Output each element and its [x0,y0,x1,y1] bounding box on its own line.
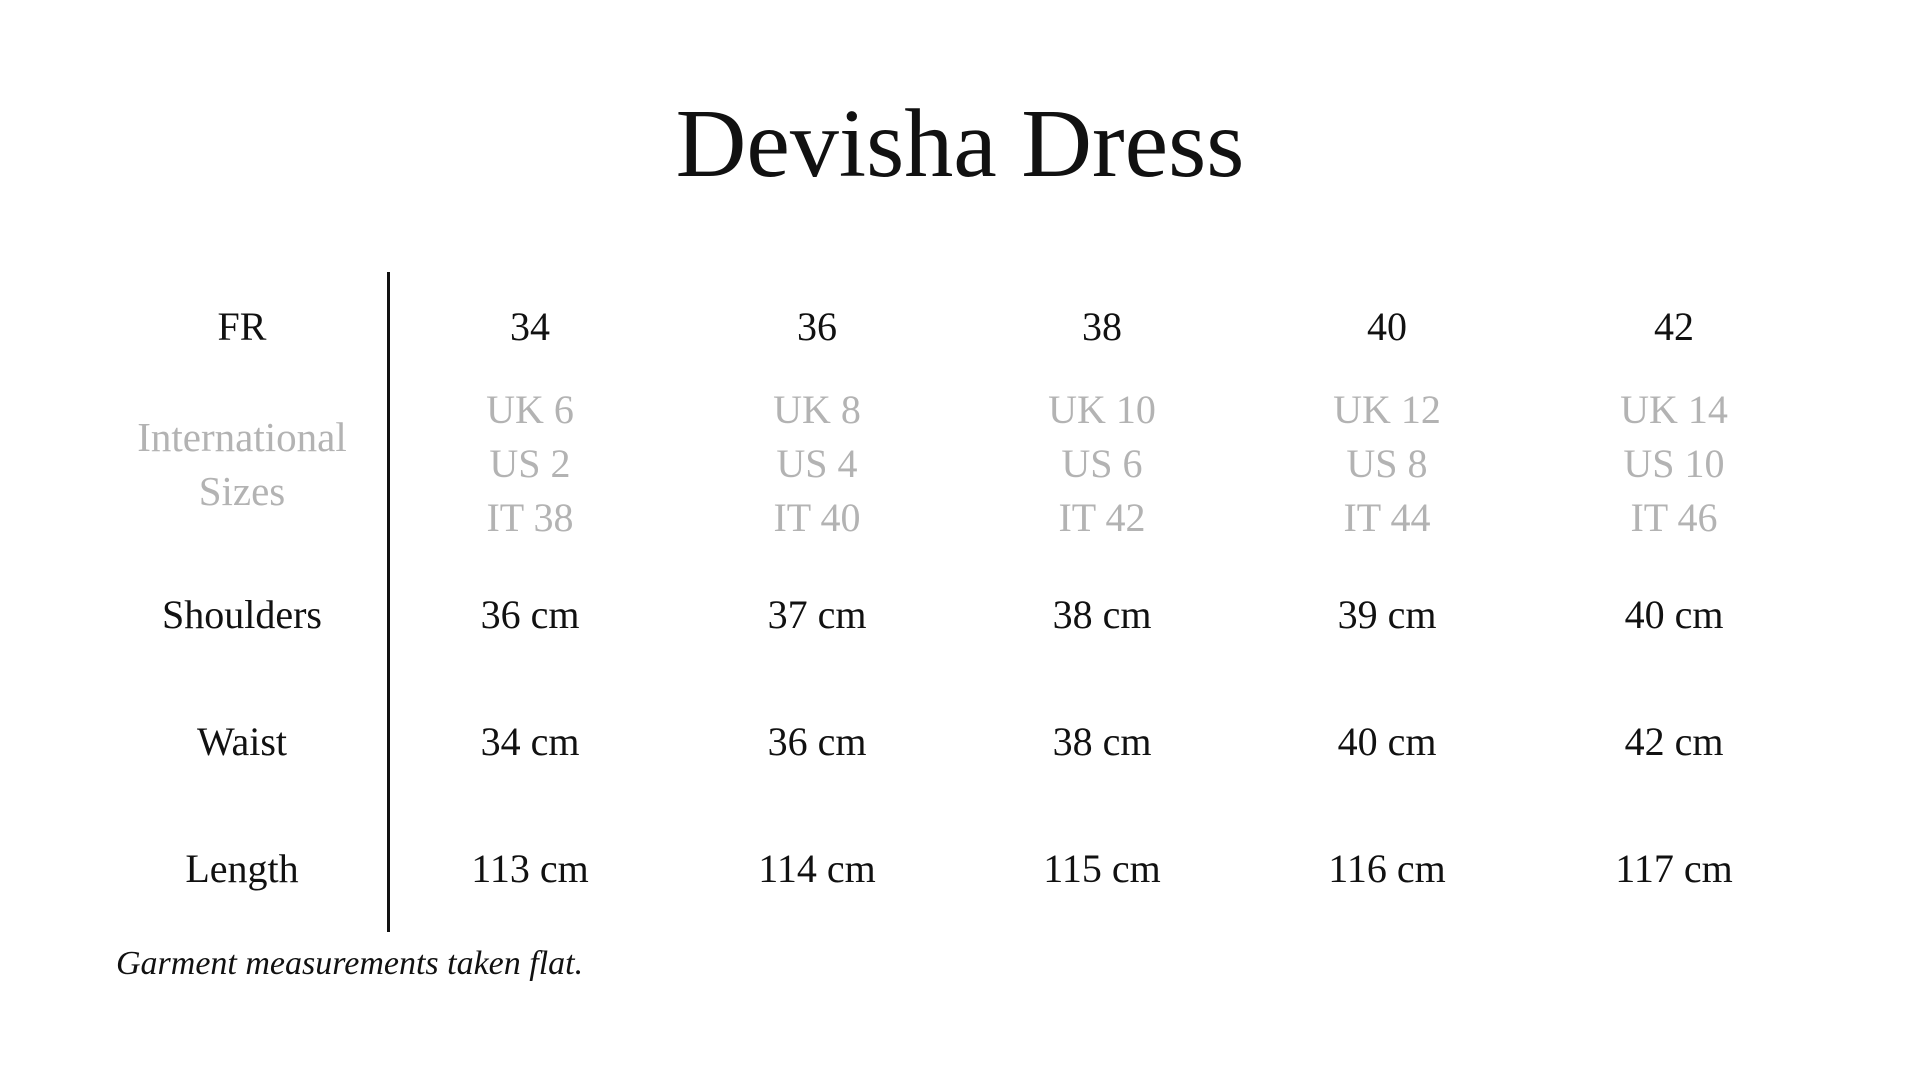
size-cell-us: US 6 [1061,441,1143,486]
size-cell-shoulders: 37 cm [767,592,867,637]
size-cell-waist: 40 cm [1337,719,1437,764]
size-cell-length: 115 cm [1043,846,1161,891]
page-title: Devisha Dress [675,90,1245,198]
size-cell-length: 114 cm [758,846,876,891]
size-cell-waist: 42 cm [1624,719,1724,764]
size-cell-uk: UK 6 [486,387,574,432]
size-cell-waist: 38 cm [1052,719,1152,764]
size-cell-it: IT 38 [486,495,574,540]
size-cell-it: IT 46 [1630,495,1718,540]
size-cell-uk: UK 8 [773,387,861,432]
size-cell-us: US 2 [489,441,571,486]
row-label-shoulders: Shoulders [162,592,322,637]
size-cell-length: 117 cm [1615,846,1733,891]
row-label-international: International Sizes [137,414,347,514]
size-cell-uk: UK 12 [1333,387,1441,432]
size-cell-length: 116 cm [1328,846,1446,891]
size-cell-fr: 34 [510,304,550,349]
size-cell-it: IT 42 [1058,495,1146,540]
row-label-waist: Waist [196,719,288,764]
size-cell-shoulders: 40 cm [1624,592,1724,637]
size-cell-length: 113 cm [471,846,589,891]
size-cell-fr: 40 [1367,304,1407,349]
size-cell-uk: UK 14 [1620,387,1728,432]
size-cell-uk: UK 10 [1048,387,1156,432]
size-cell-it: IT 44 [1343,495,1431,540]
size-cell-fr: 38 [1082,304,1122,349]
size-cell-shoulders: 39 cm [1337,592,1437,637]
footnote: Garment measurements taken flat. [116,945,584,982]
row-label-length: Length [185,846,299,891]
size-cell-us: US 4 [776,441,858,486]
size-cell-waist: 36 cm [767,719,867,764]
size-cell-fr: 36 [797,304,837,349]
row-label-fr: FR [217,304,267,349]
size-cell-fr: 42 [1654,304,1694,349]
column-divider [387,272,390,932]
size-cell-waist: 34 cm [480,719,580,764]
size-cell-shoulders: 36 cm [480,592,580,637]
size-cell-it: IT 40 [773,495,861,540]
size-cell-us: US 10 [1623,441,1725,486]
size-cell-shoulders: 38 cm [1052,592,1152,637]
size-cell-us: US 8 [1346,441,1428,486]
